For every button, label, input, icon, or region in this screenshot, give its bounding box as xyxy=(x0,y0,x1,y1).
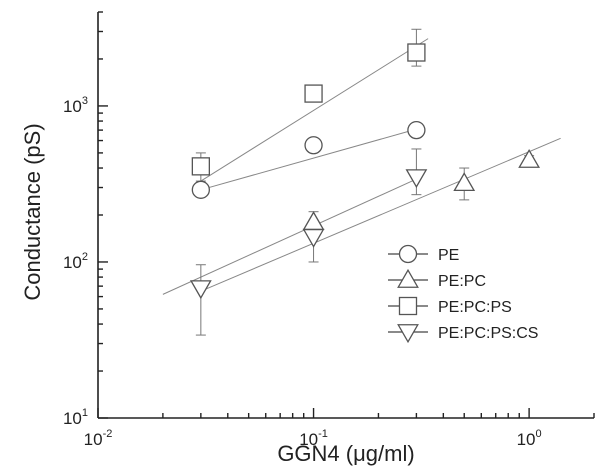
point-pe-pc xyxy=(453,172,476,192)
x-tick-label-exponent: 0 xyxy=(536,428,542,440)
x-tick-label-base: 10 xyxy=(84,430,103,449)
fit-line-pe xyxy=(200,128,417,191)
x-tick-label: 10-2 xyxy=(84,428,113,449)
y-tick-label-base: 10 xyxy=(63,409,82,428)
point-pe xyxy=(191,180,210,199)
legend-marker-pe-pc xyxy=(397,268,419,288)
point-pe xyxy=(304,136,323,155)
x-tick-label-exponent: -1 xyxy=(318,428,328,440)
y-tick-label-exponent: 3 xyxy=(82,95,88,107)
point-pe-pc-ps-cs xyxy=(189,280,212,300)
legend-marker-pe xyxy=(398,244,418,264)
point-pe-pc-ps xyxy=(191,157,210,176)
fit-line-pe-pc-ps xyxy=(200,38,429,182)
legend-label-pe-pc-ps-cs: PE:PC:PS:CS xyxy=(438,325,538,342)
x-tick-label: 100 xyxy=(517,428,542,449)
point-pe-pc-ps-cs xyxy=(405,169,428,189)
fit-lines xyxy=(162,38,561,295)
y-axis-title: Conductance (pS) xyxy=(20,123,45,300)
x-tick-label-exponent: -2 xyxy=(103,428,113,440)
x-tick-label-base: 10 xyxy=(299,430,318,449)
y-tick-label-exponent: 1 xyxy=(82,407,88,419)
x-axis-title: GGN4 (μg/ml) xyxy=(277,441,414,466)
legend-label-pe: PE xyxy=(438,247,459,264)
x-tick-label: 10-1 xyxy=(299,428,328,449)
legend-marker-pe-pc-ps xyxy=(398,296,418,316)
y-tick-label: 102 xyxy=(63,251,88,272)
fit-line-pe-pc-ps-cs xyxy=(162,178,417,295)
data-points xyxy=(189,43,541,300)
y-tick-label-exponent: 2 xyxy=(82,251,88,263)
y-tick-label: 101 xyxy=(63,407,88,428)
x-tick-label-base: 10 xyxy=(517,430,536,449)
point-pe-pc-ps-cs xyxy=(302,228,325,248)
legend: PE PE:PC PE:PC:PS PE:PC:PS:CS xyxy=(388,244,538,344)
axes xyxy=(97,12,594,419)
point-pe-pc xyxy=(518,148,541,168)
legend-label-pe-pc: PE:PC xyxy=(438,273,486,290)
point-pe-pc-ps xyxy=(407,43,426,62)
legend-marker-pe-pc-ps-cs xyxy=(397,324,419,344)
y-tick-label-base: 10 xyxy=(63,253,82,272)
y-tick-label: 103 xyxy=(63,95,88,116)
legend-label-pe-pc-ps: PE:PC:PS xyxy=(438,299,512,316)
ticks xyxy=(97,11,595,419)
point-pe-pc xyxy=(302,211,325,231)
y-tick-label-base: 10 xyxy=(63,97,82,116)
point-pe xyxy=(407,120,426,140)
point-pe-pc-ps xyxy=(304,84,323,103)
fit-line-pe-pc xyxy=(200,137,561,292)
